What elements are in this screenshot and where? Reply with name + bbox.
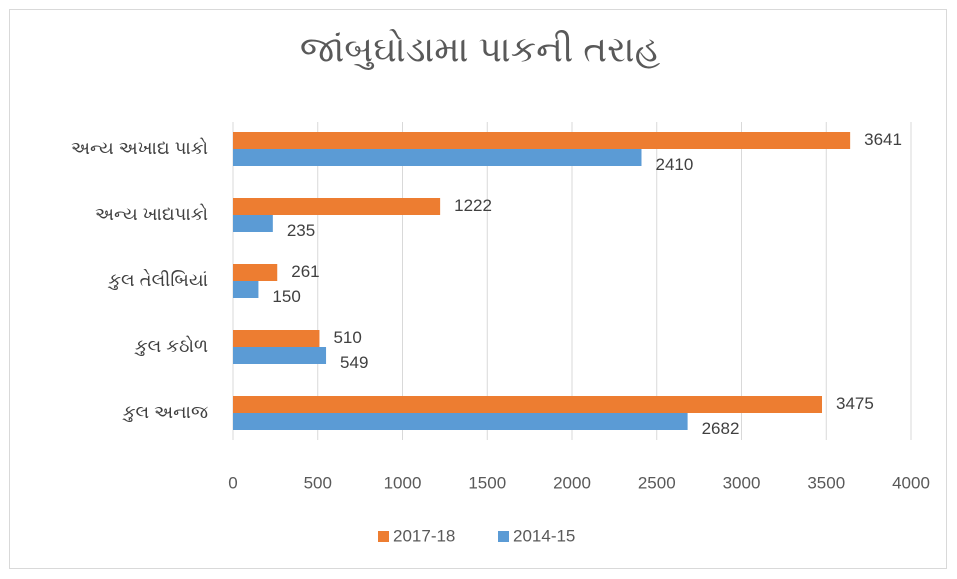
bar: [233, 281, 259, 298]
legend-swatch: [498, 531, 509, 542]
y-tick-label: કુલ કઠોળ: [134, 336, 208, 356]
data-label: 1222: [454, 196, 492, 215]
bar: [233, 149, 642, 166]
x-tick-label: 500: [304, 473, 332, 492]
x-tick-label: 3500: [807, 473, 845, 492]
x-tick-label: 4000: [892, 473, 930, 492]
bar: [233, 215, 273, 232]
y-tick-label: અન્ય અખાદ્ય પાકો: [71, 138, 208, 158]
bar: [233, 347, 327, 364]
x-tick-label: 1000: [384, 473, 422, 492]
chart-title: જાંબુઘોડામા પાકની તરાહ: [300, 29, 661, 71]
bar: [233, 413, 688, 430]
bar: [233, 264, 278, 281]
x-tick-label: 0: [228, 473, 237, 492]
bar: [233, 396, 823, 413]
x-tick-label: 1500: [468, 473, 506, 492]
legend-swatch: [378, 531, 389, 542]
y-tick-label: કુલ તેલીબિયાં: [107, 270, 208, 290]
legend-label: 2014-15: [513, 526, 575, 545]
data-label: 2682: [702, 419, 740, 438]
data-label: 3641: [864, 130, 902, 149]
data-label: 3475: [836, 394, 874, 413]
data-label: 2410: [655, 155, 693, 174]
data-label: 510: [333, 328, 361, 347]
x-tick-label: 2000: [553, 473, 591, 492]
bar: [233, 198, 441, 215]
data-label: 549: [340, 353, 368, 372]
y-tick-label: અન્ય ખાદ્યપાકો: [95, 204, 208, 224]
data-label: 235: [287, 221, 315, 240]
y-tick-label: કુલ અનાજ: [122, 402, 209, 422]
x-tick-label: 2500: [638, 473, 676, 492]
legend-label: 2017-18: [393, 526, 455, 545]
bar: [233, 330, 320, 347]
bar: [233, 132, 851, 149]
data-label: 150: [272, 287, 300, 306]
chart-frame: [9, 9, 947, 569]
x-tick-label: 3000: [723, 473, 761, 492]
data-label: 261: [291, 262, 319, 281]
